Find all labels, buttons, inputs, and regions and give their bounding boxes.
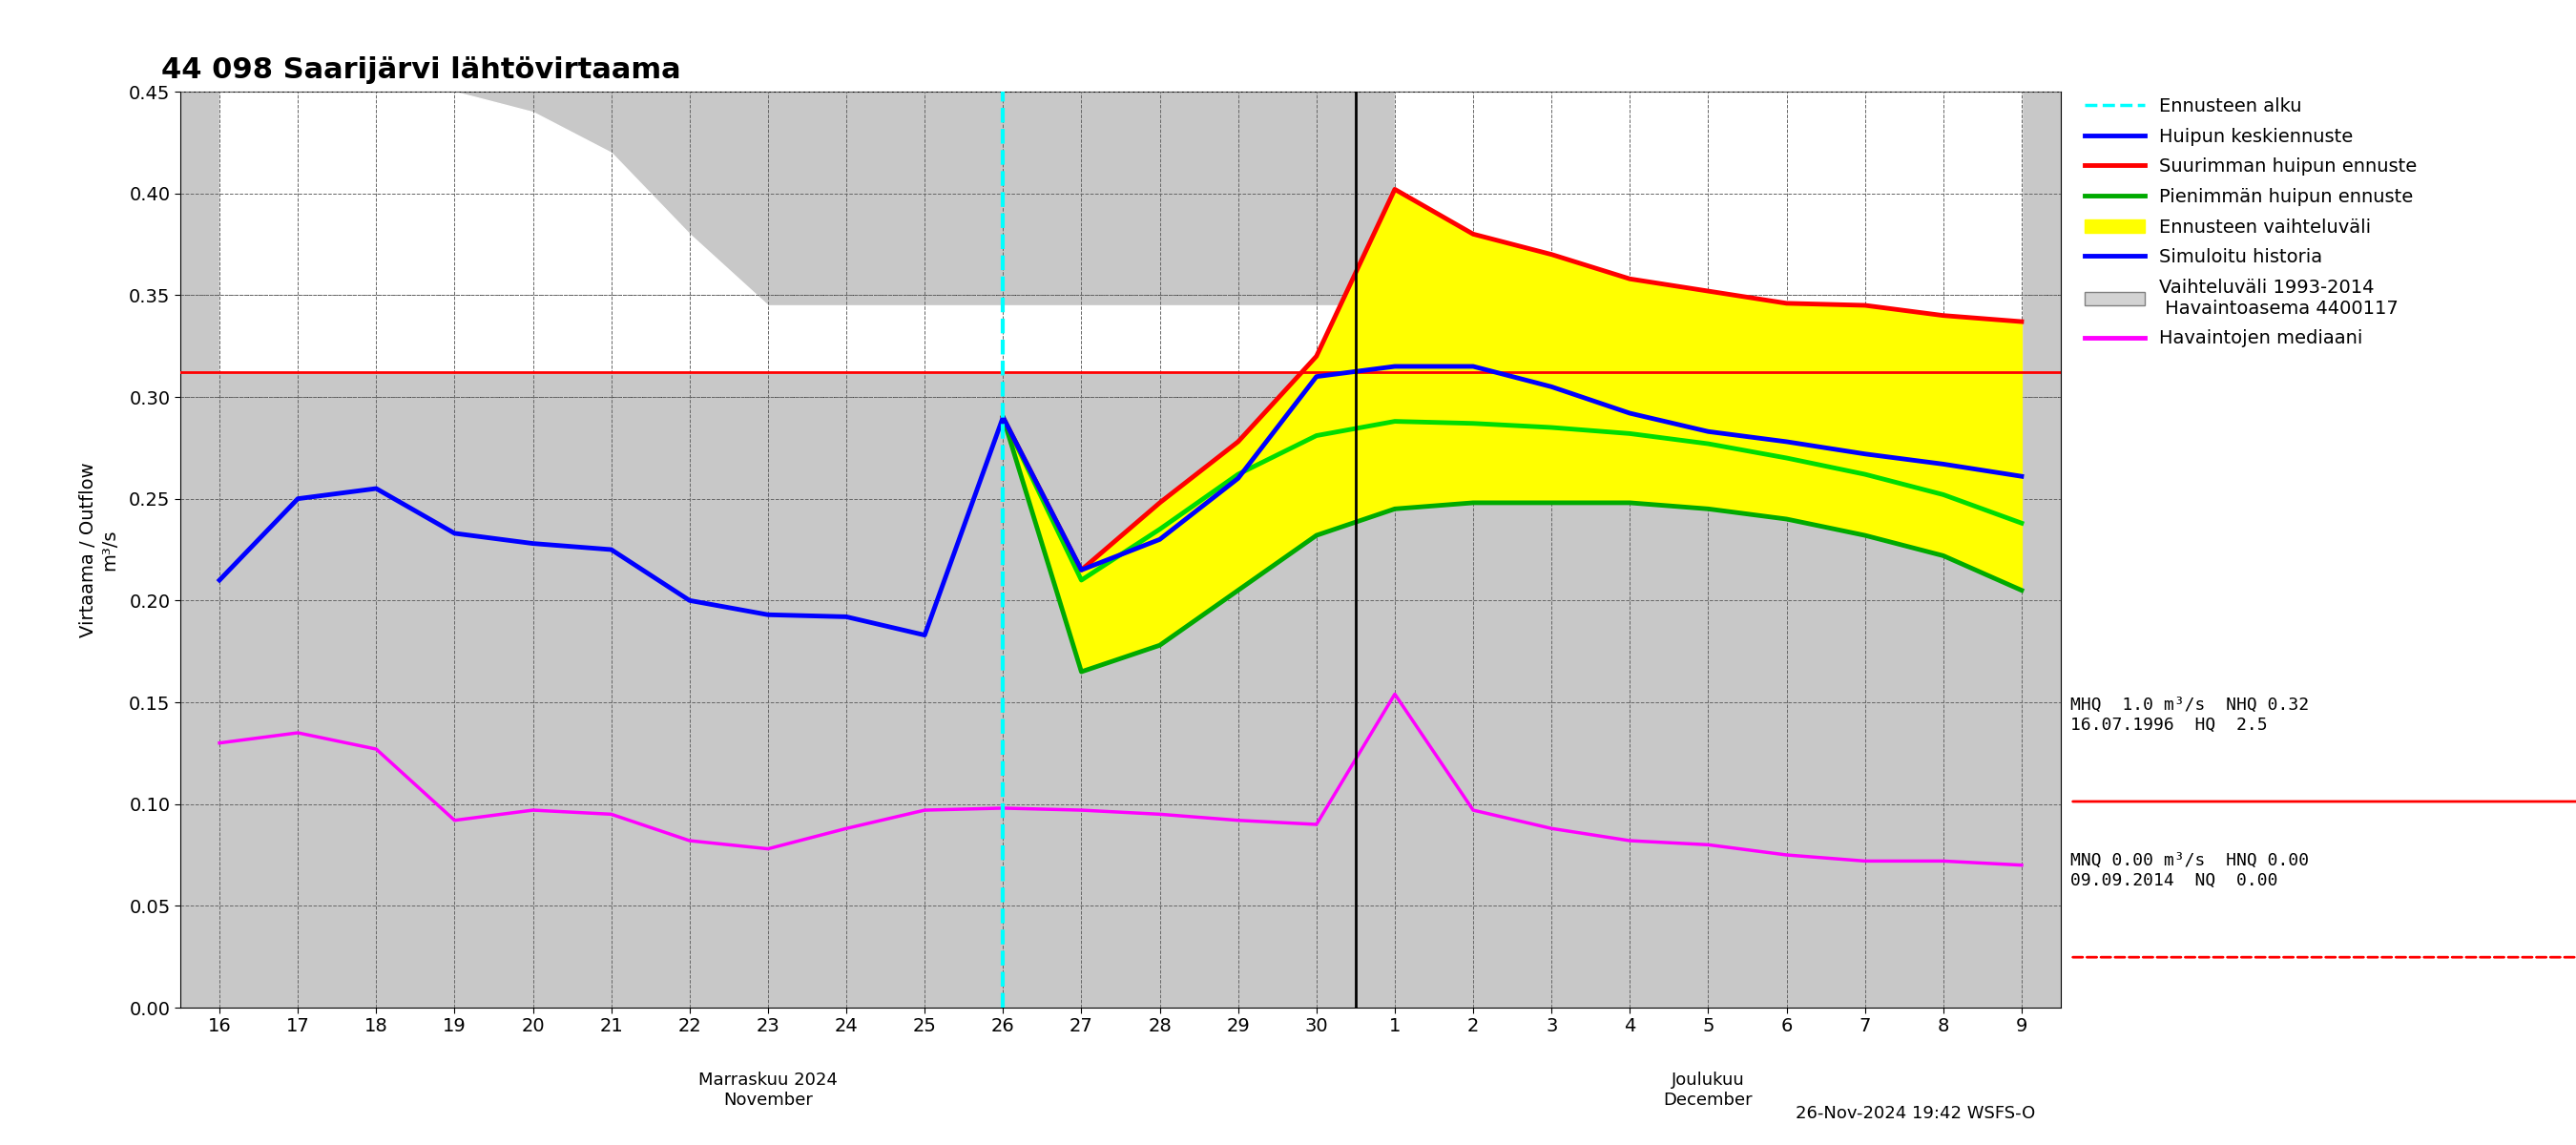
- Text: 26-Nov-2024 19:42 WSFS-O: 26-Nov-2024 19:42 WSFS-O: [1795, 1105, 2035, 1122]
- Text: Joulukuu
December: Joulukuu December: [1664, 1072, 1752, 1108]
- Text: MNQ 0.00 m³/s  HNQ 0.00
09.09.2014  NQ  0.00: MNQ 0.00 m³/s HNQ 0.00 09.09.2014 NQ 0.0…: [2071, 852, 2308, 889]
- Legend: Ennusteen alku, Huipun keskiennuste, Suurimman huipun ennuste, Pienimmän huipun : Ennusteen alku, Huipun keskiennuste, Suu…: [2079, 92, 2421, 354]
- Text: Marraskuu 2024
November: Marraskuu 2024 November: [698, 1072, 837, 1108]
- Text: 44 098 Saarijärvi lähtövirtaama: 44 098 Saarijärvi lähtövirtaama: [162, 56, 680, 84]
- Y-axis label: Virtaama / Outflow
m³/s: Virtaama / Outflow m³/s: [80, 461, 118, 638]
- Text: MHQ  1.0 m³/s  NHQ 0.32
16.07.1996  HQ  2.5: MHQ 1.0 m³/s NHQ 0.32 16.07.1996 HQ 2.5: [2071, 696, 2308, 733]
